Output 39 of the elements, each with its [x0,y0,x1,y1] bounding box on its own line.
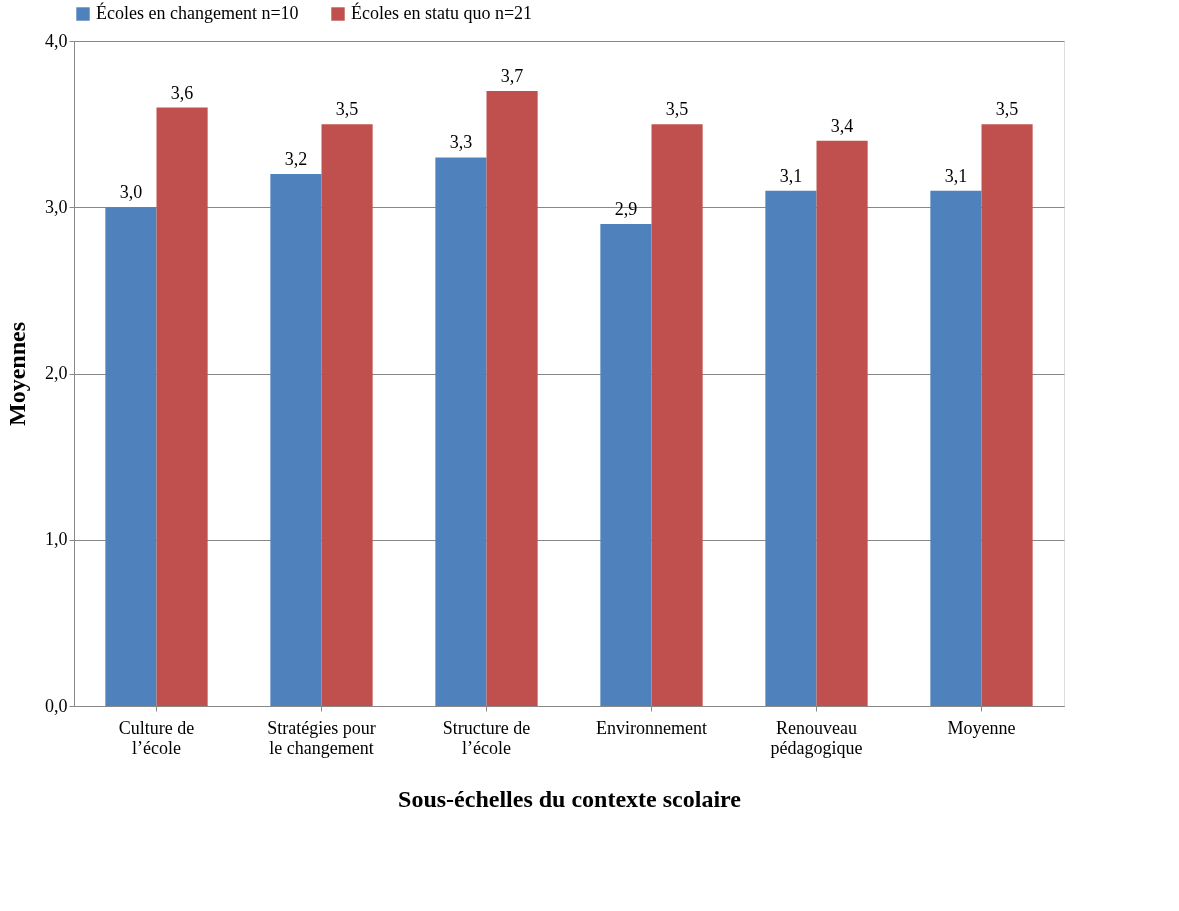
bar [765,190,817,706]
bar [930,190,982,706]
x-tick-label: Stratégies pour le changement [267,717,376,758]
data-label: 3,1 [779,165,803,186]
bar [600,223,652,706]
bar [486,90,538,706]
x-tick-label: Moyenne [947,717,1016,738]
x-tick-label: Structure de l’école [442,717,531,758]
y-axis-title: Moyennes [4,322,30,426]
legend-label: Écoles en statu quo n=21 [351,2,533,23]
legend-label: Écoles en changement n=10 [96,2,299,23]
data-label: 3,3 [449,132,473,153]
data-label: 3,1 [944,165,968,186]
data-label: 3,4 [830,115,854,136]
bar [270,174,322,706]
data-label: 3,0 [119,182,143,203]
data-label: 3,5 [665,99,689,120]
bar [435,157,487,706]
x-tick-label: Renouveau pédagogique [770,717,863,758]
y-tick-label: 2,0 [45,363,68,383]
data-label: 3,5 [335,99,359,120]
x-tick-label: Culture de l’école [118,717,195,758]
y-tick-label: 1,0 [45,529,68,550]
x-axis-title: Sous-échelles du contexte scolaire [398,785,742,812]
bar [981,124,1033,706]
x-tick-label: Environnement [596,717,707,738]
data-label: 3,2 [284,149,308,169]
data-label: 2,9 [614,198,638,219]
bar [816,140,868,706]
bar [321,124,373,706]
data-label: 3,5 [995,99,1019,120]
bar [105,207,157,706]
y-tick-label: 3,0 [45,196,68,217]
bar [651,124,703,706]
data-label: 3,7 [500,65,524,86]
bar [156,107,208,706]
data-label: 3,6 [170,82,194,103]
y-tick-label: 4,0 [45,30,68,51]
y-tick-label: 0,0 [45,695,68,716]
